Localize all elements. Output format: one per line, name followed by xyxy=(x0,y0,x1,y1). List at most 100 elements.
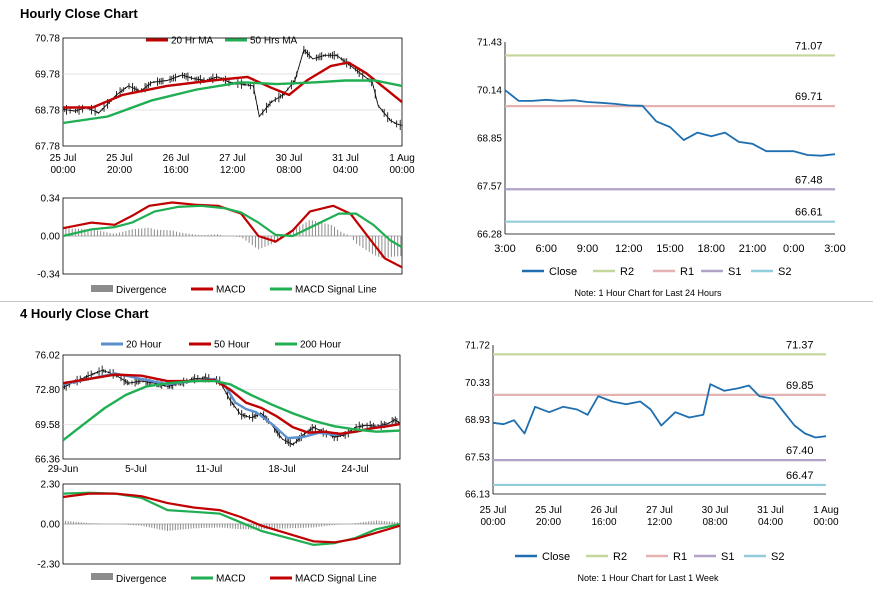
h_levels-level-s1-label: 67.48 xyxy=(795,174,823,186)
h_levels-series-close xyxy=(504,89,836,157)
h4_price-x-tick: 29-Jun xyxy=(48,464,79,475)
h4_macd-macd-legend-label: MACD xyxy=(216,574,245,585)
h_levels-x-tick: 9:00 xyxy=(577,243,598,255)
h_price-series-50-hrs-ma xyxy=(62,79,403,125)
h4_price-close-line xyxy=(62,369,401,446)
h_macd-series-macd-signal-line xyxy=(62,204,403,249)
h4_levels-y-tick: 66.13 xyxy=(465,490,490,501)
h4_levels-x-tick: 04:00 xyxy=(758,517,783,528)
h_levels-x-tick: 15:00 xyxy=(656,243,684,255)
h_levels-legend-label: S2 xyxy=(778,266,791,278)
h_price-close-line xyxy=(62,49,403,126)
section-divider xyxy=(0,301,873,302)
h4_price-close-bars xyxy=(62,365,401,448)
h4_levels-y-tick: 70.33 xyxy=(465,378,490,389)
h_macd-y-tick: -0.34 xyxy=(37,270,60,281)
h_levels-level-r1-label: 69.71 xyxy=(795,91,823,103)
h_price-y-tick: 69.78 xyxy=(35,70,60,81)
h_levels-x-tick: 0:00 xyxy=(783,243,804,255)
h4_levels-level-s2-label: 66.47 xyxy=(786,470,814,482)
h4_levels-x-tick: 08:00 xyxy=(702,517,727,528)
h_levels-legend-label: S1 xyxy=(728,266,741,278)
h_price-20hr-legend-label: 20 Hr MA xyxy=(171,36,214,47)
h4_levels-legend-label: R1 xyxy=(673,551,687,563)
h_levels-x-tick: 6:00 xyxy=(536,243,557,255)
h_levels-x-tick: 21:00 xyxy=(739,243,767,255)
h_price-x-tick: 25 Jul xyxy=(50,153,77,164)
h4_price-y-tick: 69.58 xyxy=(35,420,60,431)
h4_levels-legend-label: Close xyxy=(542,551,570,563)
h_price-x-tick: 16:00 xyxy=(163,165,188,176)
four-hourly-section-title: 4 Hourly Close Chart xyxy=(20,306,149,321)
h_price-x-tick: 1 Aug xyxy=(389,153,415,164)
h4_macd-legend-swatch-divergence xyxy=(91,573,113,580)
h_macd-y-tick: 0.00 xyxy=(41,232,61,243)
h_levels-x-tick: 3:00 xyxy=(494,243,515,255)
h4_levels-x-tick: 31 Jul xyxy=(757,505,784,516)
h4_levels-legend-label: R2 xyxy=(613,551,627,563)
h_levels-level-r2-label: 71.07 xyxy=(795,40,823,52)
h_macd-y-tick: 0.34 xyxy=(41,194,61,205)
h4_levels-x-tick: 25 Jul xyxy=(535,505,562,516)
h_macd-macd-legend-label: MACD xyxy=(216,285,245,296)
h_price-close-bars xyxy=(62,45,403,131)
h_macd-signal-legend-label: MACD Signal Line xyxy=(295,285,377,296)
h4_levels-x-tick: 12:00 xyxy=(647,517,672,528)
h4_price-x-tick: 11-Jul xyxy=(196,464,223,475)
h_levels-legend-label: Close xyxy=(549,266,577,278)
h_levels-y-tick: 66.28 xyxy=(477,230,502,241)
h4_macd-divergence-bars xyxy=(65,520,398,531)
h_levels-y-tick: 68.85 xyxy=(477,134,502,145)
h_price-y-tick: 70.78 xyxy=(35,34,60,45)
h_price-50hrs-legend-label: 50 Hrs MA xyxy=(250,36,298,47)
h4_levels-x-tick: 16:00 xyxy=(591,517,616,528)
h4_levels-y-tick: 68.93 xyxy=(465,415,490,426)
h_price-series-20-hr-ma xyxy=(63,61,403,109)
h4_macd-series-macd-signal-line xyxy=(62,492,401,544)
h4_macd-y-tick: 0.00 xyxy=(41,520,61,531)
h4_macd-legend-label: Divergence xyxy=(116,574,167,585)
h4_levels-note: Note: 1 Hour Chart for Last 1 Week xyxy=(578,573,719,583)
h_price-plot-frame xyxy=(62,37,403,147)
h_levels-legend-label: R1 xyxy=(680,266,694,278)
h4_levels-x-tick: 27 Jul xyxy=(646,505,673,516)
h_levels-y-tick: 67.57 xyxy=(477,182,502,193)
h_levels-y-tick: 70.14 xyxy=(477,86,502,97)
h4_levels-x-tick: 30 Jul xyxy=(702,505,729,516)
h4_levels-x-tick: 26 Jul xyxy=(591,505,618,516)
h4_price-y-tick: 66.36 xyxy=(35,455,60,466)
h_price-x-tick: 20:00 xyxy=(107,165,132,176)
h4_price-series-200-hour xyxy=(62,379,401,442)
h4_macd-y-tick: -2.30 xyxy=(37,560,60,571)
hourly-section-title: Hourly Close Chart xyxy=(20,6,138,21)
h4_price-x-tick: 5-Jul xyxy=(125,464,147,475)
h4_price-y-tick: 72.80 xyxy=(35,385,60,396)
h4_price-x-tick: 18-Jul xyxy=(268,464,295,475)
h4_levels-legend-label: S2 xyxy=(771,551,784,563)
h_price-y-tick: 67.78 xyxy=(35,142,60,153)
h4_levels-x-tick: 00:00 xyxy=(813,517,838,528)
h_price-x-tick: 26 Jul xyxy=(163,153,190,164)
h_levels-note: Note: 1 Hour Chart for Last 24 Hours xyxy=(574,288,722,298)
h_levels-legend-label: R2 xyxy=(620,266,634,278)
h4_levels-x-tick: 25 Jul xyxy=(480,505,507,516)
h4_levels-x-tick: 20:00 xyxy=(536,517,561,528)
h_price-x-tick: 12:00 xyxy=(220,165,245,176)
h_price-x-tick: 00:00 xyxy=(389,165,414,176)
h4_price-y-tick: 76.02 xyxy=(35,351,60,362)
h4_levels-series-close xyxy=(492,383,827,439)
h4_levels-level-r1-label: 69.85 xyxy=(786,380,814,392)
h_levels-y-tick: 71.43 xyxy=(477,38,502,49)
h_macd-series-macd xyxy=(62,201,403,269)
h_price-x-tick: 25 Jul xyxy=(106,153,133,164)
h_price-x-tick: 31 Jul xyxy=(332,153,359,164)
h4_price-series-50-hour xyxy=(62,373,401,435)
h_price-x-tick: 04:00 xyxy=(333,165,358,176)
h4_price-plot-frame xyxy=(62,354,401,460)
h4_levels-x-tick: 00:00 xyxy=(480,517,505,528)
h4_levels-level-s1-label: 67.40 xyxy=(786,445,814,457)
h_levels-x-tick: 12:00 xyxy=(615,243,643,255)
h4_price-20h-legend-label: 20 Hour xyxy=(126,340,162,351)
h4_price-200h-legend-label: 200 Hour xyxy=(300,340,342,351)
